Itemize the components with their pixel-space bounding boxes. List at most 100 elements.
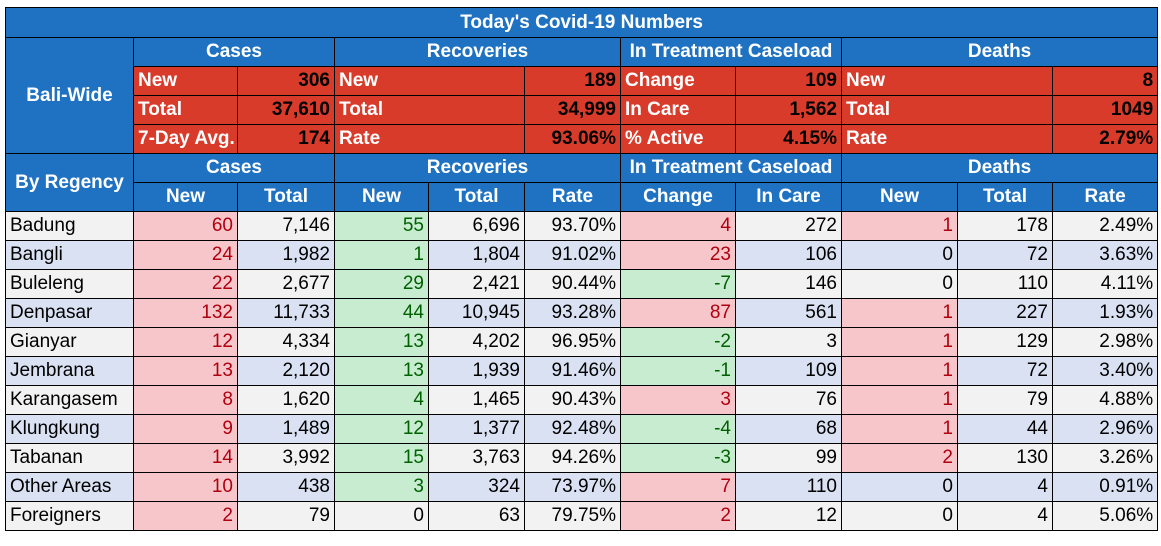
summary-cases-value: 174: [237, 124, 335, 154]
rec-total-cell: 4,202: [428, 327, 525, 357]
summary-deaths-value: 2.79%: [1051, 124, 1159, 154]
deaths-new-cell: 2: [841, 443, 958, 473]
rec-rate-cell: 90.44%: [524, 269, 621, 299]
summary-cases-value: 306: [237, 66, 335, 96]
regency-name: Denpasar: [5, 298, 134, 328]
cases-header: Cases: [133, 153, 335, 183]
rec-rate-cell: 96.95%: [524, 327, 621, 357]
rec-total-cell: 3,763: [428, 443, 525, 473]
deaths-total-cell: 4: [957, 472, 1053, 502]
cases-new-cell: 24: [133, 240, 238, 270]
table-row: Karangasem 8 1,620 4 1,465 90.43% 3 76 1 79 4.88%: [5, 385, 1159, 415]
cases-new-cell: 10: [133, 472, 238, 502]
summary-deaths-label: Rate: [841, 124, 1053, 154]
summary-treat-value: 4.15%: [735, 124, 842, 154]
summary-treat-value: 1,562: [735, 95, 842, 125]
rec-rate-cell: 92.48%: [524, 414, 621, 444]
deaths-total-cell: 110: [957, 269, 1053, 299]
rec-new-cell: 55: [334, 211, 429, 241]
summary-rec-value: 189: [524, 66, 621, 96]
table-row: Bangli 24 1,982 1 1,804 91.02% 23 106 0 72 3.63%: [5, 240, 1159, 270]
deaths-rate-cell: 3.40%: [1051, 356, 1159, 386]
change-cell: -7: [620, 269, 736, 299]
deaths-new-cell: 0: [841, 269, 958, 299]
cases-total-cell: 4,334: [237, 327, 335, 357]
deaths-new-cell: 0: [841, 501, 958, 531]
column-header: Rate: [524, 182, 621, 212]
deaths-rate-cell: 4.11%: [1051, 269, 1159, 299]
by-regency-label: By Regency: [5, 153, 134, 212]
change-cell: -2: [620, 327, 736, 357]
deaths-total-cell: 79: [957, 385, 1053, 415]
in-care-cell: 272: [735, 211, 842, 241]
treatment-header: In Treatment Caseload: [620, 37, 842, 67]
table-row: Denpasar 132 11,733 44 10,945 93.28% 87 561 1 227…: [5, 298, 1159, 328]
cases-new-cell: 8: [133, 385, 238, 415]
regency-name: Jembrana: [5, 356, 134, 386]
cases-total-cell: 7,146: [237, 211, 335, 241]
in-care-cell: 110: [735, 472, 842, 502]
table-row: Other Areas 10 438 3 324 73.97% 7 110 0 4 0.91%: [5, 472, 1159, 502]
rec-total-cell: 63: [428, 501, 525, 531]
rec-rate-cell: 91.46%: [524, 356, 621, 386]
rec-total-cell: 2,421: [428, 269, 525, 299]
deaths-rate-cell: 2.98%: [1051, 327, 1159, 357]
change-cell: 7: [620, 472, 736, 502]
summary-treat-value: 109: [735, 66, 842, 96]
change-cell: 87: [620, 298, 736, 328]
covid-table: Today's Covid-19 Numbers Bali-Wide Cases…: [4, 7, 1159, 531]
deaths-total-cell: 44: [957, 414, 1053, 444]
summary-cases-label: New: [133, 66, 238, 96]
cases-total-cell: 1,489: [237, 414, 335, 444]
deaths-new-cell: 1: [841, 414, 958, 444]
deaths-rate-cell: 3.26%: [1051, 443, 1159, 473]
rec-rate-cell: 91.02%: [524, 240, 621, 270]
in-care-cell: 109: [735, 356, 842, 386]
table-row: Buleleng 22 2,677 29 2,421 90.44% -7 146 0 110 4.1…: [5, 269, 1159, 299]
deaths-rate-cell: 5.06%: [1051, 501, 1159, 531]
summary-rec-label: New: [334, 66, 525, 96]
summary-rec-label: Total: [334, 95, 525, 125]
rec-total-cell: 1,939: [428, 356, 525, 386]
summary-deaths-value: 1049: [1051, 95, 1159, 125]
regency-name: Gianyar: [5, 327, 134, 357]
rec-rate-cell: 73.97%: [524, 472, 621, 502]
cases-total-cell: 1,982: [237, 240, 335, 270]
deaths-new-cell: 1: [841, 385, 958, 415]
change-cell: -4: [620, 414, 736, 444]
rec-total-cell: 1,377: [428, 414, 525, 444]
deaths-total-cell: 227: [957, 298, 1053, 328]
table-row: Klungkung 9 1,489 12 1,377 92.48% -4 68 1 44 2.96%: [5, 414, 1159, 444]
column-header: Total: [428, 182, 525, 212]
bali-wide-label: Bali-Wide: [5, 37, 134, 154]
cases-new-cell: 60: [133, 211, 238, 241]
cases-total-cell: 3,992: [237, 443, 335, 473]
change-cell: -1: [620, 356, 736, 386]
summary-rec-value: 93.06%: [524, 124, 621, 154]
deaths-rate-cell: 0.91%: [1051, 472, 1159, 502]
column-header: New: [133, 182, 238, 212]
change-cell: -3: [620, 443, 736, 473]
summary-deaths-value: 8: [1051, 66, 1159, 96]
change-cell: 23: [620, 240, 736, 270]
rec-rate-cell: 93.28%: [524, 298, 621, 328]
regency-name: Other Areas: [5, 472, 134, 502]
deaths-new-cell: 1: [841, 327, 958, 357]
summary-cases-value: 37,610: [237, 95, 335, 125]
summary-treat-label: In Care: [620, 95, 736, 125]
cases-new-cell: 132: [133, 298, 238, 328]
deaths-new-cell: 1: [841, 211, 958, 241]
deaths-total-cell: 130: [957, 443, 1053, 473]
column-header: In Care: [735, 182, 842, 212]
column-header: Change: [620, 182, 736, 212]
cases-total-cell: 79: [237, 501, 335, 531]
deaths-rate-cell: 2.96%: [1051, 414, 1159, 444]
regency-name: Foreigners: [5, 501, 134, 531]
deaths-new-cell: 1: [841, 298, 958, 328]
rec-total-cell: 6,696: [428, 211, 525, 241]
table-row: Jembrana 13 2,120 13 1,939 91.46% -1 109 1 72 3.40…: [5, 356, 1159, 386]
recoveries-header: Recoveries: [334, 153, 621, 183]
summary-rec-value: 34,999: [524, 95, 621, 125]
deaths-total-cell: 72: [957, 240, 1053, 270]
in-care-cell: 99: [735, 443, 842, 473]
